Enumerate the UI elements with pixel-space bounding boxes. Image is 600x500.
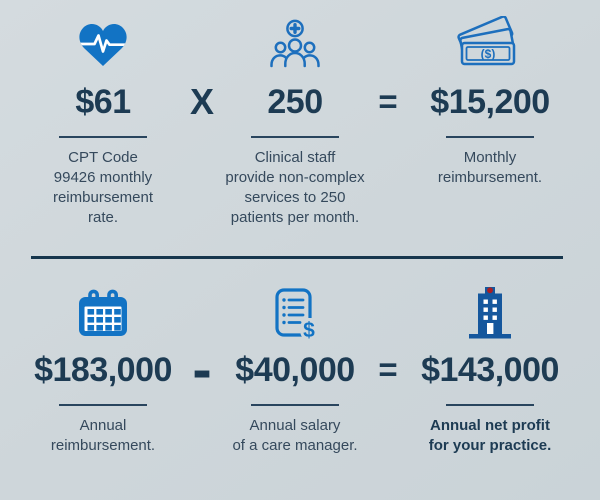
invoice-dollar-icon: $ (272, 284, 318, 340)
svg-text:$: $ (303, 319, 315, 340)
patients-description: Clinical staff provide non-complex servi… (225, 149, 365, 226)
net-profit-value: $143,000 (421, 350, 559, 389)
calendar-icon (76, 284, 130, 340)
equals-operator: = (378, 351, 398, 388)
section-divider (31, 256, 563, 259)
underline-rule (59, 136, 147, 138)
svg-text:($): ($) (481, 47, 496, 61)
equals-operator: = (378, 83, 398, 120)
cpt-rate-value: $61 (75, 82, 131, 121)
monthly-calculation-row: $61 CPT Code 99426 monthly reimbursement… (16, 12, 580, 258)
patients-cell: 250 Clinical staff provide non-complex s… (214, 12, 376, 258)
clinical-staff-icon (267, 12, 323, 70)
annual-calculation-row: $183,000 Annual reimbursement. - (0, 258, 600, 456)
annual-reimbursement-cell: $183,000 Annual reimbursement. (16, 284, 190, 456)
money-bills-icon: ($) (457, 12, 523, 70)
underline-rule (446, 136, 534, 138)
patients-value: 250 (267, 82, 323, 121)
underline-rule (59, 404, 147, 406)
underline-rule (251, 136, 339, 138)
cpt-rate-cell: $61 CPT Code 99426 monthly reimbursement… (16, 12, 190, 258)
monthly-reimbursement-description: Monthly reimbursement. (437, 149, 543, 186)
heart-pulse-icon (74, 12, 132, 70)
annual-reimbursement-value: $183,000 (34, 350, 172, 389)
multiply-operator: X (190, 81, 215, 122)
minus-operator: - (192, 337, 212, 402)
net-profit-cell: $143,000 Annual net profit for your prac… (400, 284, 580, 456)
annual-reimbursement-description: Annual reimbursement. (50, 417, 156, 454)
cpt-rate-description: CPT Code 99426 monthly reimbursement rat… (52, 149, 154, 226)
monthly-reimbursement-cell: ($) $15,200 Monthly reimbursement. (400, 12, 580, 258)
office-building-icon (466, 284, 514, 340)
monthly-reimbursement-value: $15,200 (430, 82, 550, 121)
care-manager-salary-cell: $ $40,000 Annual salary of a care manage… (214, 284, 376, 456)
care-manager-salary-description: Annual salary of a care manager. (232, 417, 358, 454)
underline-rule (251, 404, 339, 406)
net-profit-description: Annual net profit for your practice. (428, 417, 552, 454)
care-manager-salary-value: $40,000 (235, 350, 355, 389)
underline-rule (446, 404, 534, 406)
